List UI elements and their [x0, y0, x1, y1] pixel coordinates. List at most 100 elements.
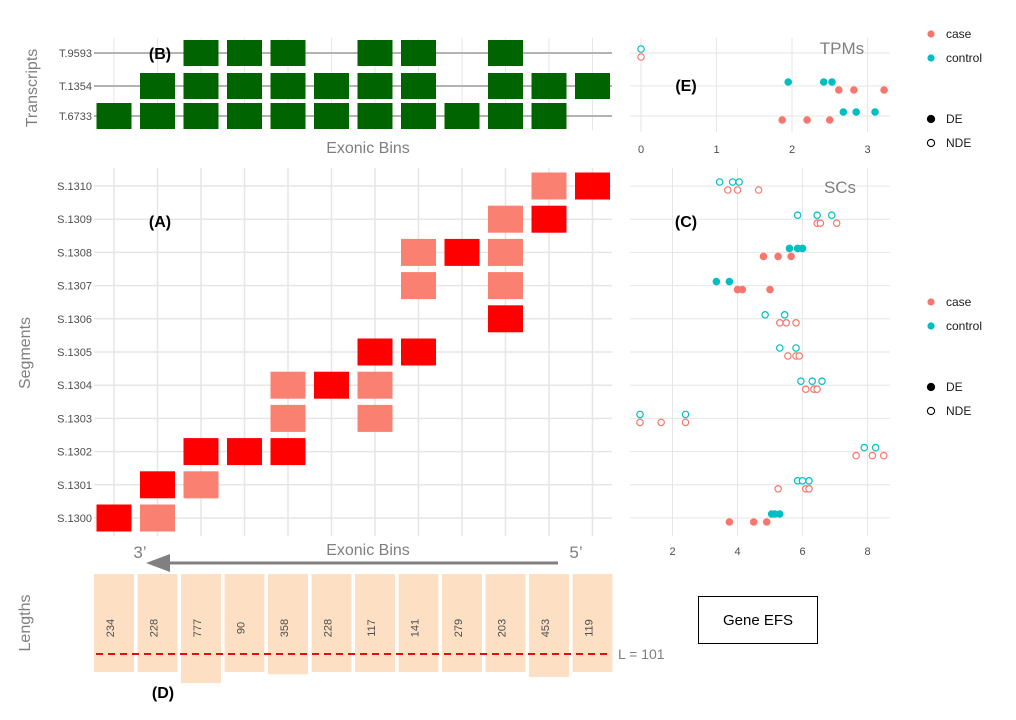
sc-point-control-nde: [805, 476, 813, 485]
sc-point-case-de: [759, 252, 768, 261]
sc-legend-label-case: case: [946, 295, 972, 309]
segment-row-label: S.1308: [57, 247, 92, 259]
length-bar: [224, 574, 265, 672]
tpm-legend-label-control: control: [946, 51, 982, 65]
tpm-point-control-de: [871, 108, 879, 116]
sc-title: SCs: [824, 178, 856, 197]
sc-point-case-nde: [636, 418, 644, 427]
sc-point-case-nde: [879, 451, 888, 460]
length-bar: [355, 574, 395, 672]
tpm-point-case-de: [835, 86, 843, 94]
length-value-label: 119: [584, 619, 596, 637]
sc-point-control-nde: [871, 443, 880, 452]
transcript-exon-block: [270, 73, 306, 99]
segment-row-label: S.1306: [57, 314, 92, 326]
sc-point-case-nde: [795, 352, 804, 360]
length-value-label: 141: [410, 619, 422, 637]
sc-legend-key-DE: [926, 382, 936, 392]
transcript-exon-block: [531, 103, 567, 129]
sc-point-control-nde: [813, 211, 821, 220]
length-bar: [442, 574, 482, 672]
sc-legend-key-case: [927, 298, 935, 306]
segment-block: [531, 172, 567, 200]
sc-legend-key-control: [927, 322, 935, 330]
tpm-point-case-nde: [637, 53, 645, 61]
length-value-label: 234: [105, 619, 117, 637]
sc-point-control-nde: [860, 443, 869, 452]
sc-point-control-nde: [681, 410, 690, 419]
sc-point-case-nde: [801, 385, 810, 394]
transcript-exon-block: [488, 103, 523, 129]
tpm-x-tick-label: 3: [864, 144, 870, 156]
sc-point-case-de: [762, 518, 771, 526]
transcript-exon-block: [183, 40, 219, 66]
segment-block: [531, 205, 567, 233]
transcript-exon-block: [270, 103, 306, 129]
transcript-exon-block: [183, 103, 219, 129]
sc-point-control-nde: [792, 344, 800, 352]
sc-point-case-nde: [784, 352, 792, 360]
segment-block: [488, 238, 523, 266]
transcript-exon-block: [314, 103, 349, 129]
sc-point-case-de: [749, 518, 758, 526]
segment-row-label: S.1304: [57, 380, 92, 392]
segment-block: [183, 438, 219, 466]
transcript-exon-block: [488, 40, 523, 66]
sc-point-case-nde: [681, 418, 690, 427]
length-value-label: 453: [540, 619, 552, 637]
length-value-label: 228: [149, 619, 161, 637]
tpm-legend-key-control: [927, 54, 935, 62]
sc-point-control-nde: [735, 178, 743, 186]
transcript-exon-block: [183, 73, 219, 99]
sc-point-control-nde: [793, 211, 802, 220]
sc-point-control-de: [712, 277, 721, 286]
segment-row-label: S.1301: [57, 480, 92, 492]
panel-label-d: (D): [152, 685, 174, 702]
segments-x-axis-title: Exonic Bins: [326, 542, 410, 559]
segment-block: [488, 272, 523, 300]
segment-block: [401, 338, 436, 366]
sc-point-control-de: [785, 244, 794, 253]
segments-axis-title: Segments: [17, 317, 34, 389]
tpm-point-control-nde: [637, 45, 645, 53]
length-value-label: 358: [279, 619, 291, 637]
tpm-point-case-de: [803, 116, 811, 124]
segment-block: [270, 438, 306, 466]
segment-row-label: S.1305: [57, 347, 92, 359]
tpm-x-tick-label: 0: [638, 144, 644, 156]
lengths-axis-title: Lengths: [17, 595, 34, 652]
transcript-row-label: T.9593: [59, 48, 92, 60]
segment-row-label: S.1309: [57, 214, 92, 226]
sc-point-control-nde: [798, 476, 807, 485]
length-value-label: 90: [236, 622, 248, 634]
sc-point-case-nde: [775, 318, 784, 327]
tpm-legend-label-DE: DE: [946, 112, 963, 126]
transcripts-axis-title: Transcripts: [24, 49, 41, 128]
sc-point-case-nde: [813, 385, 821, 394]
panel-label-a: (A): [149, 214, 171, 231]
length-value-label: 203: [497, 619, 509, 637]
panel-label-b: (B): [149, 46, 171, 63]
segment-block: [357, 404, 393, 432]
tpm-point-control-de: [819, 78, 828, 86]
segment-block: [575, 172, 610, 200]
segment-block: [140, 471, 175, 499]
sc-legend-label-control: control: [946, 319, 982, 333]
sc-point-case-nde: [782, 318, 791, 327]
length-bar: [572, 574, 613, 672]
tpm-point-control-de: [839, 108, 848, 116]
segment-block: [488, 205, 523, 233]
segment-block: [270, 371, 306, 399]
sc-point-case-de: [787, 252, 795, 261]
sc-point-case-nde: [805, 484, 813, 493]
length-value-label: 279: [453, 619, 465, 637]
direction-arrow-head: [146, 554, 170, 572]
tpm-point-case-de: [880, 86, 888, 94]
sc-point-control-nde: [775, 344, 784, 352]
transcript-exon-block: [270, 40, 306, 66]
tpm-legend-key-DE: [926, 114, 936, 124]
transcript-exon-block: [401, 40, 436, 66]
transcript-exon-block: [314, 73, 349, 99]
segment-block: [314, 371, 349, 399]
segment-block: [357, 338, 393, 366]
